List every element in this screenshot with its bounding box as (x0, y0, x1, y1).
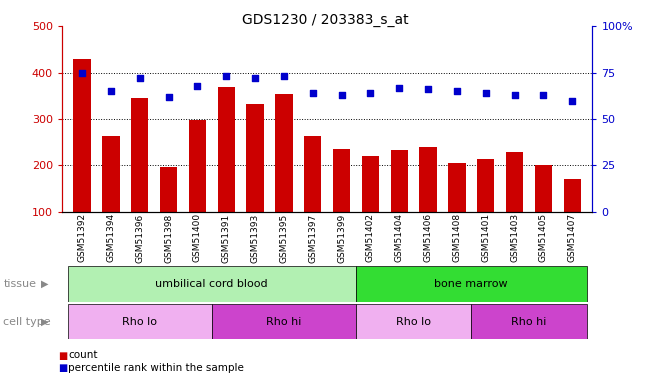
Bar (68, 266, 356, 302)
Text: cell type: cell type (3, 316, 51, 327)
Text: bone marrow: bone marrow (434, 279, 508, 289)
Bar (564, 179, 581, 212)
Bar (333, 149, 350, 212)
Bar (217, 87, 235, 212)
Bar (275, 93, 292, 212)
Point (365, 90, 376, 96)
Bar (246, 104, 264, 212)
Text: ▶: ▶ (41, 316, 49, 327)
Bar (131, 98, 148, 212)
Bar (356, 266, 587, 302)
Text: tissue: tissue (3, 279, 36, 289)
Point (77, 70, 87, 76)
Bar (391, 150, 408, 212)
Text: GDS1230 / 203383_s_at: GDS1230 / 203383_s_at (242, 13, 409, 27)
Point (480, 90, 491, 96)
Bar (160, 167, 177, 212)
Bar (68, 304, 212, 339)
Point (538, 92, 549, 98)
Point (423, 86, 434, 92)
Point (394, 84, 404, 90)
Text: Rho hi: Rho hi (266, 316, 301, 327)
Point (567, 98, 577, 104)
Point (221, 74, 231, 80)
Bar (471, 304, 587, 339)
Bar (356, 304, 471, 339)
Text: umbilical cord blood: umbilical cord blood (156, 279, 268, 289)
Text: count: count (68, 351, 98, 360)
Point (279, 74, 289, 80)
Bar (304, 136, 322, 212)
Point (337, 92, 347, 98)
Bar (212, 304, 356, 339)
Text: Rho lo: Rho lo (122, 316, 157, 327)
Point (192, 82, 202, 88)
Point (307, 90, 318, 96)
Point (163, 94, 174, 100)
Text: percentile rank within the sample: percentile rank within the sample (68, 363, 244, 373)
Bar (362, 156, 379, 212)
Text: Rho lo: Rho lo (396, 316, 431, 327)
Point (135, 75, 145, 81)
Point (250, 75, 260, 81)
Bar (189, 120, 206, 212)
Bar (419, 147, 437, 212)
Bar (449, 163, 465, 212)
Bar (506, 152, 523, 212)
Point (452, 88, 462, 94)
Text: ▶: ▶ (41, 279, 49, 289)
Text: ■: ■ (59, 351, 68, 360)
Point (105, 88, 116, 94)
Bar (477, 159, 494, 212)
Point (509, 92, 519, 98)
Text: Rho hi: Rho hi (511, 316, 547, 327)
Bar (534, 165, 552, 212)
Bar (102, 136, 120, 212)
Text: ■: ■ (59, 363, 68, 373)
Bar (74, 59, 90, 212)
